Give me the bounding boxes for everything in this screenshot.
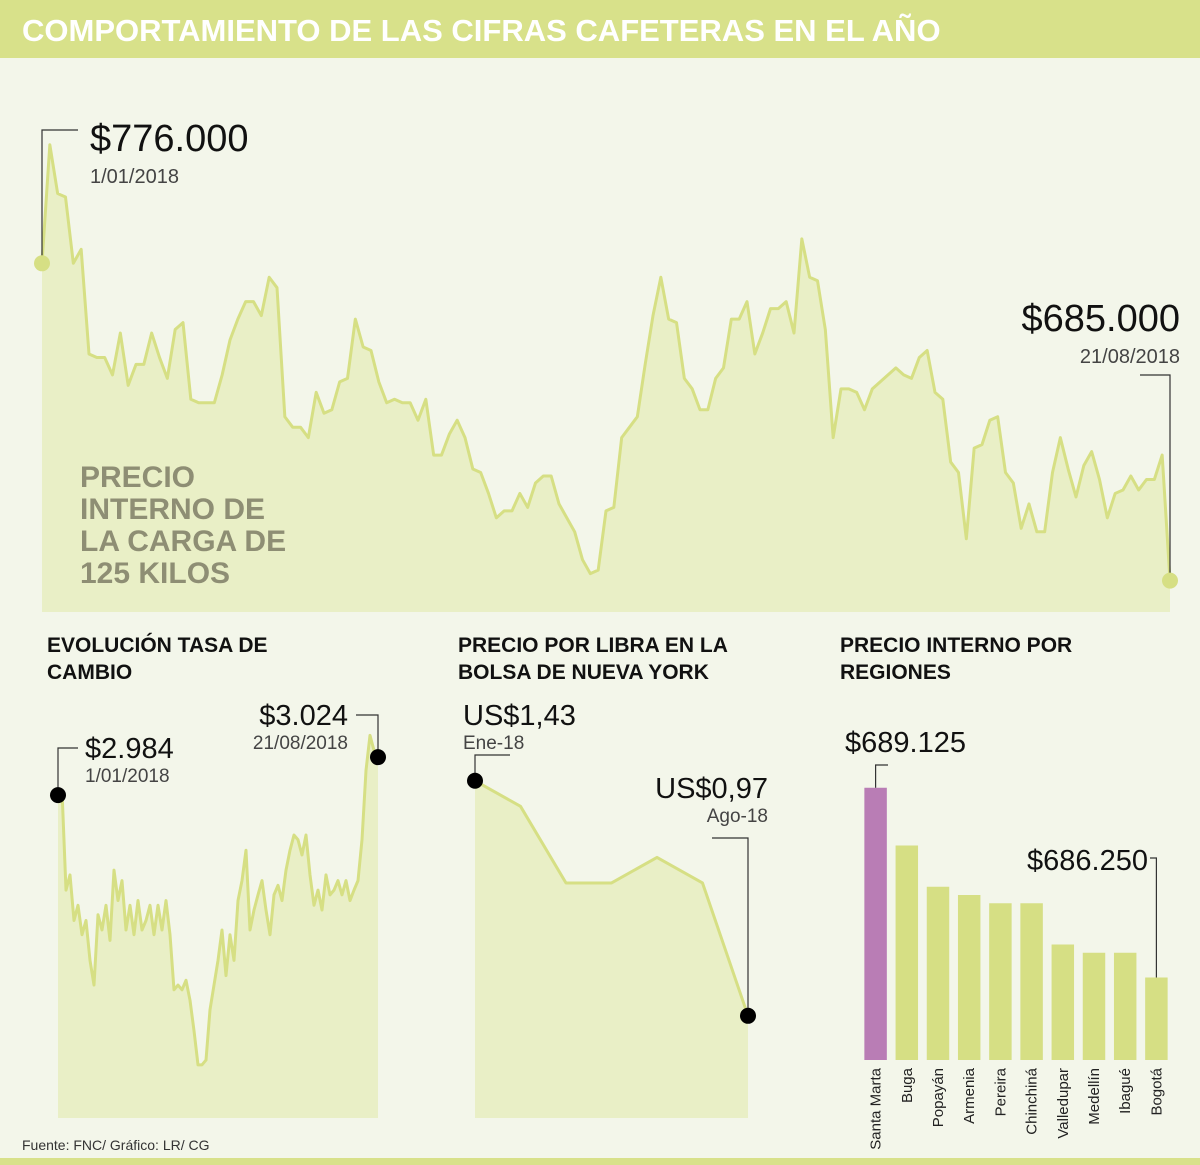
title-bar (0, 0, 1200, 58)
bar (1145, 977, 1168, 1060)
line (56, 733, 380, 1067)
bar (1051, 944, 1075, 1060)
category-label: Chinchiná (1024, 1067, 1041, 1134)
value-label: US$1,43 (463, 700, 576, 732)
bar (895, 845, 919, 1060)
connector (356, 714, 379, 758)
source: Fuente: FNC/ Gráfico: LR/ CG (22, 1137, 210, 1153)
chart-title: PRECIO INTERNO POR REGIONES (840, 634, 1073, 684)
date-label: 1/01/2018 (85, 766, 170, 787)
marker (370, 749, 386, 766)
marker (467, 772, 483, 789)
date-label: 21/08/2018 (253, 733, 348, 754)
bar (1082, 952, 1106, 1060)
category-label: Medellín (1086, 1068, 1103, 1125)
line (474, 779, 750, 1017)
category-label: Popayán (930, 1068, 947, 1127)
category-label: Armenia (961, 1067, 978, 1124)
date-label: Ago-18 (707, 806, 768, 827)
bar (989, 903, 1012, 1060)
category-label: Valledupar (1055, 1068, 1072, 1139)
category-label: Bogotá (1148, 1067, 1165, 1115)
bar (957, 895, 981, 1060)
bar (926, 886, 950, 1060)
value-label: US$0,97 (655, 773, 768, 805)
category-label: Buga (899, 1067, 916, 1103)
chart-title: EVOLUCIÓN TASA DE CAMBIO (47, 634, 268, 684)
connector (1150, 857, 1157, 978)
value-label: $685.000 (1022, 298, 1181, 340)
value-label: $686.250 (1027, 845, 1148, 877)
connector (712, 837, 749, 1016)
marker (1162, 572, 1178, 589)
marker (50, 787, 66, 804)
bar (864, 787, 887, 1060)
line (40, 143, 1172, 581)
category-label: Ibagué (1117, 1068, 1134, 1114)
connector (1140, 374, 1171, 581)
value-label: $3.024 (259, 700, 348, 732)
date-label: Ene-18 (463, 733, 524, 754)
bar (1113, 952, 1137, 1060)
chart-title: PRECIO INTERNO DE LA CARGA DE 125 KILOS (80, 461, 287, 590)
value-label: $776.000 (90, 118, 249, 160)
category-label: Santa Marta (868, 1067, 885, 1149)
bar (1020, 903, 1043, 1060)
area (58, 735, 378, 1118)
date-label: 21/08/2018 (1080, 346, 1180, 368)
marker (34, 255, 50, 272)
area (475, 780, 748, 1118)
value-label: $2.984 (85, 733, 174, 765)
connector (41, 129, 78, 264)
page-title: COMPORTAMIENTO DE LAS CIFRAS CAFETERAS E… (22, 13, 941, 48)
connector (875, 764, 888, 788)
bottom-strip (0, 1158, 1200, 1165)
chart-title: PRECIO POR LIBRA EN LA BOLSA DE NUEVA YO… (458, 634, 728, 684)
area (42, 144, 1170, 612)
connector (474, 754, 510, 781)
date-label: 1/01/2018 (90, 166, 179, 188)
connector (57, 747, 78, 796)
category-label: Pereira (992, 1067, 1009, 1116)
marker (740, 1007, 756, 1024)
value-label: $689.125 (845, 727, 966, 759)
